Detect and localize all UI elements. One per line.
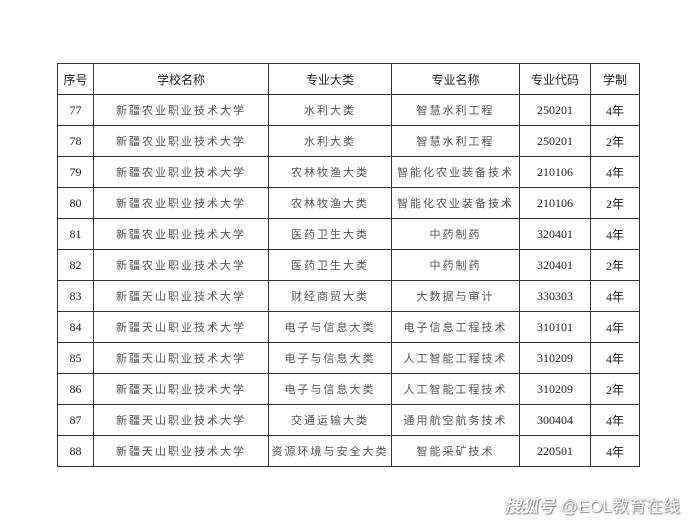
cell-col-category: 电子与信息大类	[268, 373, 392, 405]
cell-col-duration: 4年	[590, 156, 640, 188]
cell-col-category: 资源环境与安全大类	[268, 435, 392, 467]
cell-col-code: 330303	[519, 280, 591, 312]
cell-col-index: 87	[57, 404, 94, 436]
header-col-school: 学校名称	[93, 63, 269, 95]
table-row: 79 新疆农业职业技术大学 农林牧渔大类 智能化农业装备技术 210106 4年	[57, 156, 640, 188]
cell-col-duration: 2年	[590, 187, 640, 219]
cell-col-index: 77	[57, 94, 94, 126]
cell-col-major: 智慧水利工程	[391, 94, 520, 126]
cell-col-major: 人工智能工程技术	[391, 342, 520, 374]
table-row: 81 新疆农业职业技术大学 医药卫生大类 中药制药 320401 4年	[57, 218, 640, 250]
table-header-row: 序号 学校名称 专业大类 专业名称 专业代码 学制	[57, 63, 640, 95]
cell-col-index: 85	[57, 342, 94, 374]
cell-col-index: 82	[57, 249, 94, 281]
cell-col-school: 新疆农业职业技术大学	[93, 94, 269, 126]
cell-col-school: 新疆天山职业技术大学	[93, 280, 269, 312]
cell-col-major: 中药制药	[391, 218, 520, 250]
cell-col-code: 210106	[519, 187, 591, 219]
cell-col-duration: 4年	[590, 94, 640, 126]
cell-col-duration: 2年	[590, 125, 640, 157]
cell-col-duration: 4年	[590, 342, 640, 374]
table-row: 80 新疆农业职业技术大学 农林牧渔大类 智能化农业装备技术 210106 2年	[57, 187, 640, 219]
cell-col-major: 中药制药	[391, 249, 520, 281]
cell-col-duration: 2年	[590, 249, 640, 281]
cell-col-code: 320401	[519, 218, 591, 250]
table-row: 85 新疆天山职业技术大学 电子与信息大类 人工智能工程技术 310209 4年	[57, 342, 640, 374]
cell-col-duration: 2年	[590, 373, 640, 405]
table-row: 77 新疆农业职业技术大学 水利大类 智慧水利工程 250201 4年	[57, 94, 640, 126]
cell-col-category: 农林牧渔大类	[268, 156, 392, 188]
cell-col-duration: 4年	[590, 280, 640, 312]
cell-col-major: 智能化农业装备技术	[391, 156, 520, 188]
cell-col-category: 交通运输大类	[268, 404, 392, 436]
cell-col-index: 80	[57, 187, 94, 219]
cell-col-index: 86	[57, 373, 94, 405]
header-col-category: 专业大类	[268, 63, 392, 95]
cell-col-code: 210106	[519, 156, 591, 188]
cell-col-code: 310209	[519, 342, 591, 374]
cell-col-school: 新疆天山职业技术大学	[93, 404, 269, 436]
cell-col-code: 310101	[519, 311, 591, 343]
watermark-brand: 搜狐号	[503, 497, 555, 516]
cell-col-index: 84	[57, 311, 94, 343]
cell-col-code: 250201	[519, 94, 591, 126]
header-col-code: 专业代码	[519, 63, 591, 95]
cell-col-code: 320401	[519, 249, 591, 281]
table-row: 88 新疆天山职业技术大学 资源环境与安全大类 智能采矿技术 220501 4年	[57, 435, 640, 467]
cell-col-category: 电子与信息大类	[268, 311, 392, 343]
table-row: 84 新疆天山职业技术大学 电子与信息大类 电子信息工程技术 310101 4年	[57, 311, 640, 343]
cell-col-school: 新疆农业职业技术大学	[93, 125, 269, 157]
cell-col-index: 83	[57, 280, 94, 312]
cell-col-code: 300404	[519, 404, 591, 436]
watermark-account: @EOL教育在线	[560, 497, 680, 516]
cell-col-major: 电子信息工程技术	[391, 311, 520, 343]
majors-table: 序号 学校名称 专业大类 专业名称 专业代码 学制 77 新疆农业职业技术大学 水利大类 智慧水…	[57, 63, 640, 467]
table-row: 82 新疆农业职业技术大学 医药卫生大类 中药制药 320401 2年	[57, 249, 640, 281]
cell-col-duration: 4年	[590, 435, 640, 467]
cell-col-major: 通用航空航务技术	[391, 404, 520, 436]
cell-col-category: 医药卫生大类	[268, 249, 392, 281]
header-col-major: 专业名称	[391, 63, 520, 95]
cell-col-category: 医药卫生大类	[268, 218, 392, 250]
cell-col-index: 79	[57, 156, 94, 188]
cell-col-school: 新疆农业职业技术大学	[93, 156, 269, 188]
cell-col-school: 新疆天山职业技术大学	[93, 435, 269, 467]
cell-col-category: 电子与信息大类	[268, 342, 392, 374]
table-row: 78 新疆农业职业技术大学 水利大类 智慧水利工程 250201 2年	[57, 125, 640, 157]
cell-col-major: 大数据与审计	[391, 280, 520, 312]
cell-col-school: 新疆农业职业技术大学	[93, 249, 269, 281]
watermark: 搜狐号 @EOL教育在线	[504, 492, 680, 517]
cell-col-duration: 4年	[590, 404, 640, 436]
cell-col-index: 88	[57, 435, 94, 467]
cell-col-category: 水利大类	[268, 94, 392, 126]
cell-col-major: 人工智能工程技术	[391, 373, 520, 405]
cell-col-major: 智能采矿技术	[391, 435, 520, 467]
cell-col-duration: 4年	[590, 311, 640, 343]
table-row: 87 新疆天山职业技术大学 交通运输大类 通用航空航务技术 300404 4年	[57, 404, 640, 436]
header-col-index: 序号	[57, 63, 94, 95]
header-col-duration: 学制	[590, 63, 640, 95]
cell-col-index: 81	[57, 218, 94, 250]
cell-col-category: 水利大类	[268, 125, 392, 157]
cell-col-code: 220501	[519, 435, 591, 467]
cell-col-code: 310209	[519, 373, 591, 405]
cell-col-school: 新疆农业职业技术大学	[93, 218, 269, 250]
table-row: 83 新疆天山职业技术大学 财经商贸大类 大数据与审计 330303 4年	[57, 280, 640, 312]
cell-col-code: 250201	[519, 125, 591, 157]
cell-col-category: 农林牧渔大类	[268, 187, 392, 219]
cell-col-major: 智能化农业装备技术	[391, 187, 520, 219]
cell-col-school: 新疆天山职业技术大学	[93, 373, 269, 405]
cell-col-duration: 4年	[590, 218, 640, 250]
cell-col-school: 新疆农业职业技术大学	[93, 187, 269, 219]
cell-col-school: 新疆天山职业技术大学	[93, 311, 269, 343]
cell-col-category: 财经商贸大类	[268, 280, 392, 312]
cell-col-index: 78	[57, 125, 94, 157]
cell-col-school: 新疆天山职业技术大学	[93, 342, 269, 374]
table-row: 86 新疆天山职业技术大学 电子与信息大类 人工智能工程技术 310209 2年	[57, 373, 640, 405]
cell-col-major: 智慧水利工程	[391, 125, 520, 157]
